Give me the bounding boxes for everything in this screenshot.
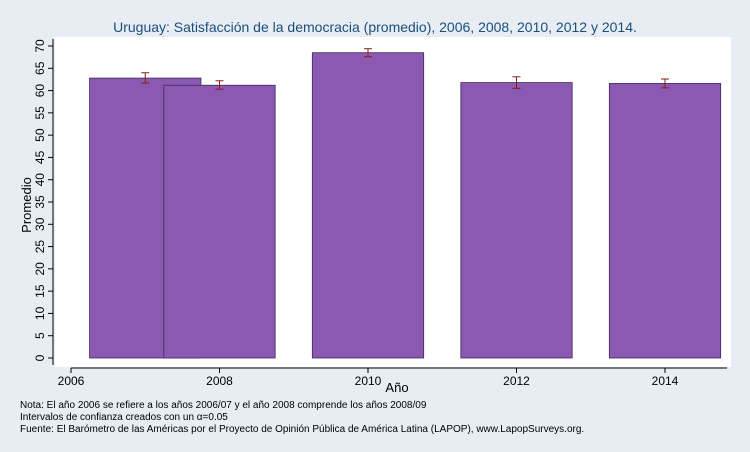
y-tick-label: 40 <box>33 173 47 187</box>
x-tick-label: 2012 <box>503 374 530 388</box>
error-bar-4 <box>512 76 521 89</box>
y-tick-label: 5 <box>33 332 47 339</box>
y-axis-title: Promedio <box>19 177 34 233</box>
x-tick-label: 2010 <box>355 374 382 388</box>
error-bar-5 <box>661 78 669 89</box>
footnote-source: Fuente: El Barómetro de las Américas por… <box>20 424 585 435</box>
y-tick-label: 25 <box>33 240 47 254</box>
bar-4 <box>460 82 573 359</box>
footnote-note: Nota: El año 2006 se refiere a los años … <box>20 400 427 411</box>
x-tick-label: 2006 <box>58 374 85 388</box>
y-axis: 0 5 10 15 20 25 30 35 40 45 50 55 60 65 70 <box>33 39 54 365</box>
bar-5 <box>608 83 722 359</box>
error-bars-layer <box>141 48 669 90</box>
bar-3 <box>311 52 425 359</box>
y-tick-label: 50 <box>33 128 47 142</box>
y-tick-label: 45 <box>33 150 47 164</box>
chart-title: Uruguay: Satisfacción de la democracia (… <box>113 19 637 35</box>
y-tick-label: 55 <box>33 106 47 120</box>
y-tick-label: 35 <box>33 195 47 209</box>
footnote-confidence: Intervalos de confianza creados con un α… <box>20 412 228 423</box>
error-bar-1 <box>141 72 150 84</box>
y-tick-label: 20 <box>33 262 47 276</box>
error-bar-2 <box>215 80 224 90</box>
footnotes: Nota: El año 2006 se refiere a los años … <box>20 400 740 436</box>
y-tick-label: 15 <box>33 284 47 298</box>
bar-2 <box>163 84 276 359</box>
y-tick-label: 60 <box>33 84 47 98</box>
y-tick-label: 10 <box>33 306 47 320</box>
y-tick-label: 65 <box>33 61 47 75</box>
error-bar-3 <box>364 48 372 58</box>
y-tick-label: 70 <box>33 39 47 53</box>
y-tick-label: 0 <box>33 354 47 361</box>
x-axis: 2006 2008 2010 2012 2014 <box>58 367 727 388</box>
x-tick-label: 2014 <box>652 374 679 388</box>
x-axis-title: Año <box>385 380 408 395</box>
bars-layer <box>89 52 722 359</box>
y-tick-label: 30 <box>33 217 47 231</box>
x-tick-label: 2008 <box>206 374 233 388</box>
